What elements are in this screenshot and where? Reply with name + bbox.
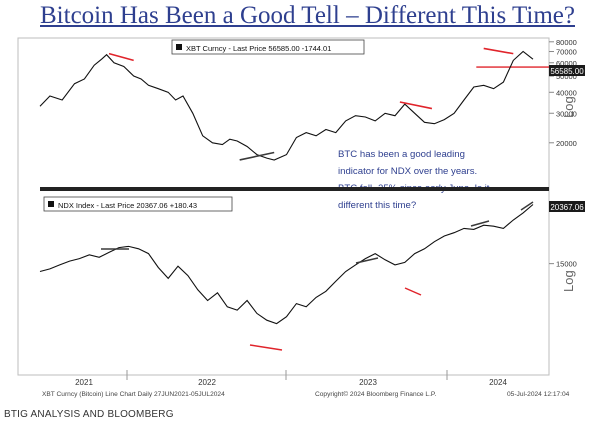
ndx-y-axis: 15000: [549, 260, 577, 269]
y-tick-label: 80000: [556, 38, 577, 47]
ndx-legend: NDX Index - Last Price 20367.06 +180.43: [43, 196, 233, 212]
btc-legend: XBT Curncy - Last Price 56585.00 -1744.0…: [171, 39, 365, 55]
annotation-line-2: indicator for NDX over the years.: [338, 166, 477, 177]
btc-last-price: 56585.00: [550, 67, 584, 76]
btc-log-label: Log: [561, 96, 576, 118]
y-tick-label: 50000: [556, 72, 577, 81]
btc-trendlines: [108, 47, 514, 161]
x-label-2023: 2023: [359, 378, 377, 387]
btc-last-price-bg: [549, 65, 585, 76]
chart-caption-center: Copyright© 2024 Bloomberg Finance L.P.: [315, 390, 436, 398]
x-label-2022: 2022: [198, 378, 216, 387]
btc-price-line: [39, 50, 534, 161]
ndx-legend-swatch: [48, 201, 54, 207]
btc-last-price-badge: 56585.00: [549, 65, 585, 76]
ndx-trendlines: [101, 201, 534, 351]
y-tick-label: 20000: [556, 139, 577, 148]
annotation-line-4: different this time?: [338, 200, 416, 211]
ndx-trend-up-2024b: [520, 201, 534, 211]
annotation: BTC has been a good leading indicator fo…: [338, 149, 490, 211]
y-tick-label: 40000: [556, 88, 577, 97]
ndx-trend-down-2022: [249, 344, 283, 351]
btc-legend-text: XBT Curncy - Last Price 56585.00 -1744.0…: [186, 44, 331, 53]
ndx-legend-text: NDX Index - Last Price 20367.06 +180.43: [58, 201, 197, 210]
x-axis-captions: XBT Curncy (Bitcoin) Line Chart Daily 27…: [42, 390, 570, 398]
panel-divider: [40, 187, 549, 191]
ndx-legend-box: [43, 196, 233, 212]
btc-legend-swatch: [176, 44, 182, 50]
chart-caption-right: 05-Jul-2024 12:17:04: [507, 391, 570, 398]
btc-trend-down: [108, 52, 134, 62]
ndx-last-price-badge: 20367.06: [549, 201, 585, 212]
x-label-2024: 2024: [489, 378, 507, 387]
y-tick-label: 15000: [556, 260, 577, 269]
ndx-trend-up-2023: [355, 257, 379, 264]
btc-trend-up: [239, 151, 275, 161]
y-tick-label: 70000: [556, 48, 577, 57]
ndx-trend-up-2024a: [470, 220, 490, 227]
chart-caption-left: XBT Curncy (Bitcoin) Line Chart Daily 27…: [42, 391, 225, 398]
ndx-price-line: [39, 204, 534, 325]
btc-trend-down: [483, 47, 514, 55]
x-axis-ticks: [126, 370, 448, 380]
ndx-last-price-bg: [549, 201, 585, 212]
ndx-last-price: 20367.06: [550, 203, 584, 212]
btc-legend-box: [171, 39, 365, 55]
source-footer: BTIG ANALYSIS AND BLOOMBERG: [4, 409, 174, 420]
x-label-2021: 2021: [75, 378, 93, 387]
x-axis-labels: 2021 2022 2023 2024: [75, 378, 507, 387]
annotation-line-1: BTC has been a good leading: [338, 149, 465, 160]
ndx-log-label: Log: [561, 270, 576, 292]
btc-trend-down: [399, 101, 433, 110]
slide-title: Bitcoin Has Been a Good Tell – Different…: [40, 2, 575, 29]
ndx-trend-down-2023: [404, 287, 422, 296]
y-tick-label: 60000: [556, 59, 577, 68]
y-tick-label: 30000: [556, 109, 577, 118]
